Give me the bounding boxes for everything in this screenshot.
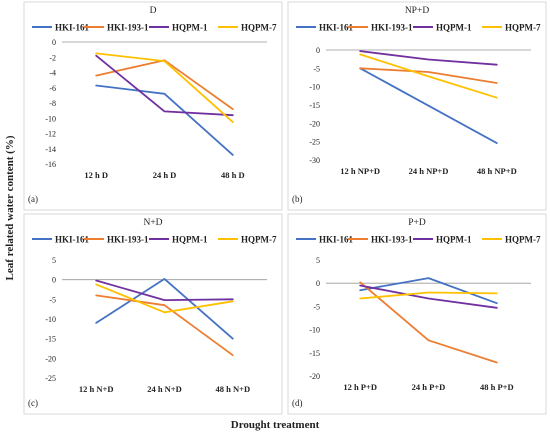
panel-c-legend-label-0: HKI-161	[55, 235, 90, 245]
figure-xlabel: Drought treatment	[231, 419, 320, 431]
panel-b-title: NP+D	[405, 6, 430, 16]
panel-b-series-line-3	[359, 53, 498, 99]
panel-d-ytick-label-4: -15	[309, 349, 320, 358]
panel-a-ytick-label-2: -4	[49, 69, 56, 78]
panel-d-series-line-1	[359, 281, 498, 364]
panel-d-xtick-label-0: 12 h P+D	[343, 382, 377, 392]
panel-c-series-line-2	[95, 279, 234, 302]
panel-d-ytick-label-2: -5	[313, 302, 320, 311]
panel-a-ytick-label-5: -10	[45, 114, 56, 123]
panel-b-legend-label-2: HQPM-1	[436, 23, 472, 33]
panel-a-ytick-label-6: -12	[45, 130, 56, 139]
panel-d-ytick-label-0: 5	[316, 256, 320, 265]
panel-a-ytick-label-8: -16	[45, 160, 56, 169]
panel-a-ytick-label-1: -2	[49, 53, 56, 62]
panel-c-frame	[23, 213, 283, 415]
panel-d-xtick-label-2: 48 h P+D	[480, 382, 514, 392]
panel-c-title: N+D	[143, 218, 162, 228]
panel-d-series-line-3	[359, 291, 498, 300]
panel-a-legend-label-1: HKI-193-1	[107, 23, 149, 33]
panel-b-xtick-label-1: 24 h NP+D	[409, 166, 449, 176]
figure-ylabel: Leaf related water content (%)	[4, 135, 16, 280]
panel-b-legend-label-1: HKI-193-1	[371, 23, 413, 33]
panel-b-xtick-label-2: 48 h NP+D	[477, 166, 517, 176]
panel-a-xtick-label-0: 12 h D	[84, 170, 108, 180]
panel-c-legend-label-2: HQPM-1	[172, 235, 208, 245]
panel-b-frame	[287, 1, 547, 211]
panel-c-series-line-1	[95, 294, 234, 357]
panel-b-series-line-2	[359, 50, 498, 66]
panel-d-series-line-0	[359, 277, 498, 305]
panel-a-ytick-label-3: -6	[49, 84, 56, 93]
panel-d-ytick-label-3: -10	[309, 326, 320, 335]
panel-a-xtick-label-2: 48 h D	[221, 170, 245, 180]
panel-a-ytick-label-0: 0	[52, 38, 56, 47]
panel-b-ytick-label-3: -15	[309, 101, 320, 110]
panel-b-legend-label-0: HKI-161	[319, 23, 354, 33]
panel-a-legend-label-3: HQPM-7	[241, 23, 277, 33]
panel-d-ytick-label-5: -20	[309, 372, 320, 381]
panel-b-xtick-label-0: 12 h NP+D	[340, 166, 380, 176]
panel-a-title: D	[150, 6, 157, 16]
panel-c-legend-label-3: HQPM-7	[241, 235, 277, 245]
panel-b-ytick-label-4: -20	[309, 119, 320, 128]
panel-c-ytick-label-4: -15	[45, 335, 56, 344]
panel-c-label: (c)	[28, 398, 38, 408]
panel-b-ytick-label-5: -25	[309, 138, 320, 147]
panel-d-legend-label-1: HKI-193-1	[371, 235, 413, 245]
panel-d-ytick-label-1: 0	[316, 279, 320, 288]
panel-c-ytick-label-6: -25	[45, 374, 56, 383]
panel-b-series-line-0	[359, 67, 498, 145]
panel-c-xtick-label-1: 24 h N+D	[147, 384, 182, 394]
panel-a-series-line-0	[95, 84, 234, 156]
panel-d-legend-label-3: HQPM-7	[505, 235, 541, 245]
panel-c-xtick-label-0: 12 h N+D	[79, 384, 114, 394]
panel-c-series-line-0	[95, 277, 234, 340]
panel-d-xtick-label-1: 24 h P+D	[412, 382, 446, 392]
panel-d-legend-label-2: HQPM-1	[436, 235, 472, 245]
panel-d-label: (d)	[292, 398, 303, 408]
panel-a-label: (a)	[28, 194, 38, 204]
panel-a-legend-label-0: HKI-161	[55, 23, 90, 33]
panel-c-ytick-label-1: 0	[52, 276, 56, 285]
panel-c-ytick-label-2: -5	[49, 295, 56, 304]
panel-d-frame	[287, 213, 547, 415]
panel-d-title: P+D	[408, 218, 426, 228]
panel-c-xtick-label-2: 48 h N+D	[216, 384, 251, 394]
panel-b-ytick-label-0: 0	[316, 46, 320, 55]
panel-d-series-line-2	[359, 284, 498, 309]
panel-b-ytick-label-6: -30	[309, 156, 320, 165]
panel-a-ytick-label-7: -14	[45, 145, 56, 154]
panel-a-legend-label-2: HQPM-1	[172, 23, 208, 33]
panel-c-ytick-label-3: -10	[45, 315, 56, 324]
panel-c-series-line-3	[95, 283, 234, 314]
panel-a-series-line-2	[95, 54, 234, 117]
panel-b-series-line-1	[359, 67, 498, 84]
panel-b-ytick-label-2: -10	[309, 83, 320, 92]
panel-d-legend-label-0: HKI-161	[319, 235, 354, 245]
panel-c-legend-label-1: HKI-193-1	[107, 235, 149, 245]
panel-c-ytick-label-0: 5	[52, 256, 56, 265]
panel-a-xtick-label-1: 24 h D	[153, 170, 177, 180]
panel-c-ytick-label-5: -20	[45, 354, 56, 363]
panel-a-series-line-3	[95, 52, 234, 123]
panel-a-frame	[23, 1, 283, 211]
panel-b-legend-label-3: HQPM-7	[505, 23, 541, 33]
panel-b-ytick-label-1: -5	[313, 64, 320, 73]
panel-a-ytick-label-4: -8	[49, 99, 56, 108]
panel-b-label: (b)	[292, 194, 303, 204]
